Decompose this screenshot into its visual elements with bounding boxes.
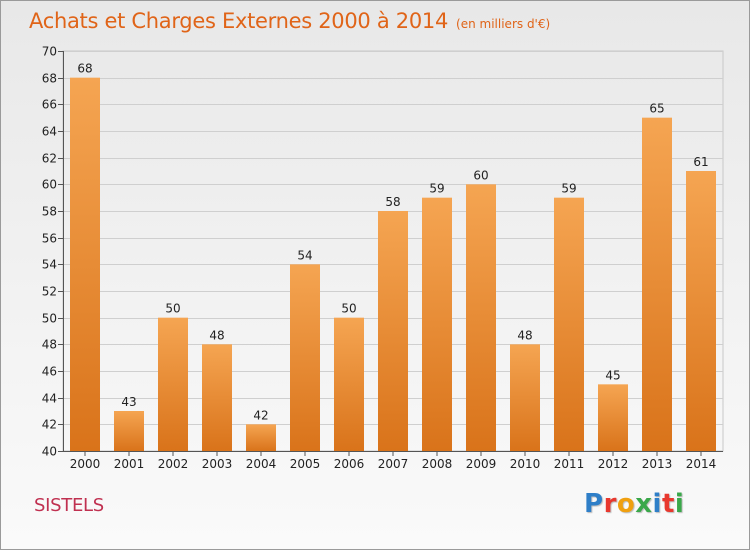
y-tick-label: 62 <box>42 152 57 166</box>
bar-value-label: 45 <box>605 368 620 382</box>
y-tick-label: 54 <box>42 258 57 272</box>
logo-letter: r <box>603 489 617 519</box>
chart-title: Achats et Charges Externes 2000 à 2014 (e… <box>29 9 550 33</box>
bar-2002[interactable] <box>158 317 188 451</box>
bar-2003[interactable] <box>202 344 232 451</box>
proxiti-logo[interactable]: Proxiti <box>584 489 684 519</box>
chart-title-text: Achats et Charges Externes 2000 à 2014 <box>29 9 449 33</box>
x-tick-label: 2006 <box>334 457 365 471</box>
x-tick-label: 2004 <box>246 457 277 471</box>
logo-letter: x <box>635 489 653 519</box>
y-tick-label: 56 <box>42 232 57 246</box>
bar-2008[interactable] <box>422 197 452 451</box>
y-tick-label: 52 <box>42 285 57 299</box>
bar-value-label: 50 <box>165 302 180 316</box>
bar-2010[interactable] <box>510 344 540 451</box>
bar-value-label: 50 <box>341 302 356 316</box>
y-tick-label: 42 <box>42 418 57 432</box>
y-tick-label: 60 <box>42 178 57 192</box>
bar-value-label: 43 <box>121 395 136 409</box>
y-tick-label: 68 <box>42 72 57 86</box>
x-tick-label: 2005 <box>290 457 321 471</box>
bar-value-label: 48 <box>517 328 532 342</box>
bar-2001[interactable] <box>114 411 144 451</box>
x-tick-label: 2001 <box>114 457 145 471</box>
x-tick-label: 2013 <box>642 457 673 471</box>
bar-2006[interactable] <box>334 317 364 451</box>
bar-2011[interactable] <box>554 197 584 451</box>
y-axis: 40 42 44 46 48 50 52 54 56 58 60 62 64 66 68 70 <box>42 45 64 459</box>
bar-2007[interactable] <box>378 211 408 451</box>
chart-subtitle: (en milliers d'€) <box>456 17 551 31</box>
location-name: SISTELS <box>34 495 104 516</box>
y-tick-label: 64 <box>42 125 57 139</box>
bar-value-label: 60 <box>473 168 488 182</box>
logo-letter: o <box>616 489 636 519</box>
x-tick-label: 2008 <box>422 457 453 471</box>
bar-2005[interactable] <box>290 264 320 451</box>
x-tick-label: 2000 <box>70 457 101 471</box>
bar-2004[interactable] <box>246 424 276 451</box>
bar-value-label: 58 <box>385 195 400 209</box>
x-tick-label: 2007 <box>378 457 409 471</box>
x-tick-label: 2003 <box>202 457 233 471</box>
bar-value-label: 65 <box>649 102 664 116</box>
y-tick-label: 46 <box>42 365 57 379</box>
bar-value-label: 59 <box>429 182 444 196</box>
x-tick-label: 2014 <box>686 457 717 471</box>
bar-value-label: 42 <box>253 408 268 422</box>
y-tick-label: 58 <box>42 205 57 219</box>
logo-letter: i <box>674 489 685 519</box>
bar-value-label: 48 <box>209 328 224 342</box>
bar-value-label: 68 <box>77 62 92 76</box>
bar-2012[interactable] <box>598 384 628 451</box>
x-tick-label: 2002 <box>158 457 189 471</box>
logo-letter: P <box>584 489 604 519</box>
x-axis: 2000 2001 2002 2003 2004 2005 2006 2007 2008 2009… <box>63 451 723 471</box>
bar-2014[interactable] <box>686 171 716 451</box>
y-tick-label: 48 <box>42 338 57 352</box>
y-tick-label: 66 <box>42 98 57 112</box>
x-tick-label: 2009 <box>466 457 497 471</box>
bar-2009[interactable] <box>466 184 496 452</box>
x-tick-label: 2012 <box>598 457 629 471</box>
bar-value-label: 54 <box>297 248 312 262</box>
y-tick-label: 40 <box>42 445 57 459</box>
bar-2013[interactable] <box>642 117 672 452</box>
bar-2000[interactable] <box>70 77 100 452</box>
logo-letter: i <box>652 489 662 519</box>
bars: 68 43 50 48 42 54 50 58 59 60 48 59 45 65 61 <box>70 62 716 452</box>
y-tick-label: 50 <box>42 312 57 326</box>
bar-value-label: 59 <box>561 182 576 196</box>
x-tick-label: 2011 <box>554 457 585 471</box>
y-tick-label: 70 <box>42 45 57 59</box>
x-tick-label: 2010 <box>510 457 541 471</box>
logo-letter: t <box>661 489 675 519</box>
y-tick-label: 44 <box>42 392 57 406</box>
bar-value-label: 61 <box>693 155 708 169</box>
